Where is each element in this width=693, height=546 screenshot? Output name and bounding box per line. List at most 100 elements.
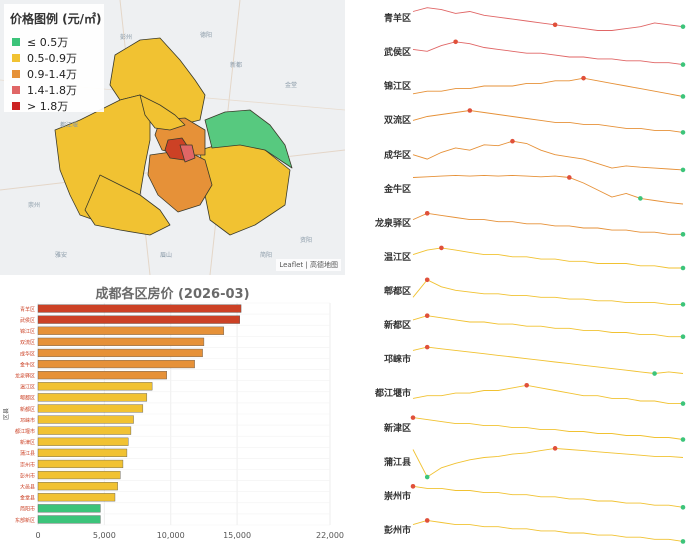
sparkline-label: 温江区 (383, 252, 411, 263)
bar[interactable] (37, 415, 134, 424)
max-point (424, 211, 430, 216)
bar[interactable] (37, 348, 203, 358)
min-point (424, 474, 430, 480)
max-point (510, 138, 515, 144)
max-point (424, 344, 430, 350)
max-point (552, 446, 558, 451)
x-tick-label: 22,000 (316, 531, 344, 540)
sparkline (412, 315, 683, 338)
max-point (424, 277, 430, 283)
category-label: 青羊区 (20, 306, 35, 313)
map-legend: 价格图例 (元/㎡) ≤ 0.5万 0.5-0.9万 0.9-1.4万 1.4-… (4, 4, 104, 113)
min-point (680, 167, 686, 173)
place-label: 雅安 (55, 252, 68, 259)
category-label: 邛崃市 (20, 417, 35, 424)
bar[interactable] (37, 448, 128, 457)
category-label: 锦江区 (20, 328, 35, 335)
min-point (680, 94, 686, 99)
bar[interactable] (37, 404, 144, 413)
category-label: 武侯区 (20, 317, 35, 324)
place-label: 彭州 (120, 34, 133, 41)
category-label: 郫都区 (20, 395, 35, 402)
bar[interactable] (37, 515, 101, 524)
category-label: 金牛区 (20, 361, 35, 368)
category-label: 彭州市 (20, 472, 35, 479)
legend-swatch (12, 54, 20, 62)
sparkline (412, 110, 684, 133)
bar[interactable] (37, 359, 195, 369)
sparkline-label: 青羊区 (383, 14, 411, 25)
place-label: 崇州 (28, 202, 41, 209)
legend-item: 1.4-1.8万 (12, 82, 77, 98)
sparkline-label: 龙泉驿区 (374, 218, 411, 229)
bar[interactable] (37, 459, 124, 469)
choropleth-map[interactable]: 德阳 彭州 崇州 眉山 资阳 简阳 都江堰 新都 金堂 雅安 价格图例 (元/㎡… (0, 0, 345, 275)
legend-swatch (12, 70, 20, 78)
sparkline (412, 346, 684, 374)
district-core-pink (179, 144, 196, 163)
sparkline-label: 金牛区 (383, 184, 411, 195)
legend-label: 0.9-1.4万 (27, 68, 77, 81)
bar-chart: 0 5,000 10,000 15,000 22,000 区县 青羊区武侯区锦江区双流区成华… (3, 302, 344, 540)
min-point (680, 232, 686, 237)
trend-sparklines: 青羊区 武侯区 锦江区 双流区 成华区 金牛区 龙泉驿区 温江区 郫都区 新都区 邛崃市 都江堰市 新津… (345, 0, 693, 546)
max-point (424, 518, 430, 523)
x-tick-label: 15,000 (223, 531, 251, 540)
bar[interactable] (37, 482, 118, 491)
min-point (680, 401, 686, 406)
min-point (680, 130, 686, 135)
bar[interactable] (37, 426, 132, 435)
bar[interactable] (37, 493, 116, 502)
y-axis-label: 区县 (3, 408, 10, 420)
sparkline-label: 都江堰市 (374, 389, 411, 400)
bar[interactable] (37, 393, 148, 402)
sparkline-label: 双流区 (383, 116, 411, 127)
category-label: 新都区 (20, 406, 35, 413)
bar[interactable] (37, 304, 242, 313)
bar[interactable] (37, 504, 101, 513)
max-point (453, 39, 458, 45)
bar[interactable] (37, 371, 167, 380)
legend-title: 价格图例 (元/㎡) (10, 12, 102, 26)
place-label: 资阳 (300, 237, 313, 244)
min-point (680, 539, 686, 544)
max-point (581, 75, 586, 81)
sparkline-canvas (410, 7, 686, 544)
bar[interactable] (37, 437, 129, 446)
sparkline (412, 447, 684, 478)
place-label: 金堂 (285, 82, 298, 89)
sparkline (412, 212, 683, 235)
bar[interactable] (37, 470, 121, 480)
x-tick-label: 10,000 (157, 531, 185, 540)
chart-title: 成都各区房价 (2026-03) (95, 287, 250, 302)
district-green (204, 109, 293, 169)
bar[interactable] (37, 315, 240, 324)
max-point (439, 245, 444, 251)
min-point (680, 505, 686, 510)
min-point (680, 437, 686, 442)
sparkline (412, 140, 684, 171)
max-point (424, 313, 430, 318)
map-canvas (0, 0, 345, 275)
legend-swatch (12, 38, 20, 46)
sparkline (412, 279, 683, 305)
min-point (680, 62, 686, 67)
map-attribution[interactable]: Leaflet | 高德地图 (276, 259, 341, 271)
max-point (410, 484, 416, 489)
place-label: 德阳 (200, 32, 213, 39)
max-point (467, 108, 473, 113)
sparkline-label: 新都区 (383, 321, 411, 332)
legend-label: > 1.8万 (27, 100, 69, 113)
sparkline-label: 新津区 (383, 423, 411, 434)
category-label: 双流区 (20, 339, 35, 346)
place-label: 眉山 (160, 252, 173, 259)
sparkline-label: 蒲江县 (383, 457, 411, 468)
legend-label: 0.5-0.9万 (27, 52, 77, 65)
bar[interactable] (37, 337, 205, 346)
category-label: 温江区 (20, 384, 35, 391)
district-outer-southwest (84, 174, 171, 236)
min-point (680, 302, 686, 307)
bar[interactable] (37, 326, 225, 335)
sparkline-label: 郫都区 (383, 287, 411, 298)
bar[interactable] (37, 382, 153, 391)
